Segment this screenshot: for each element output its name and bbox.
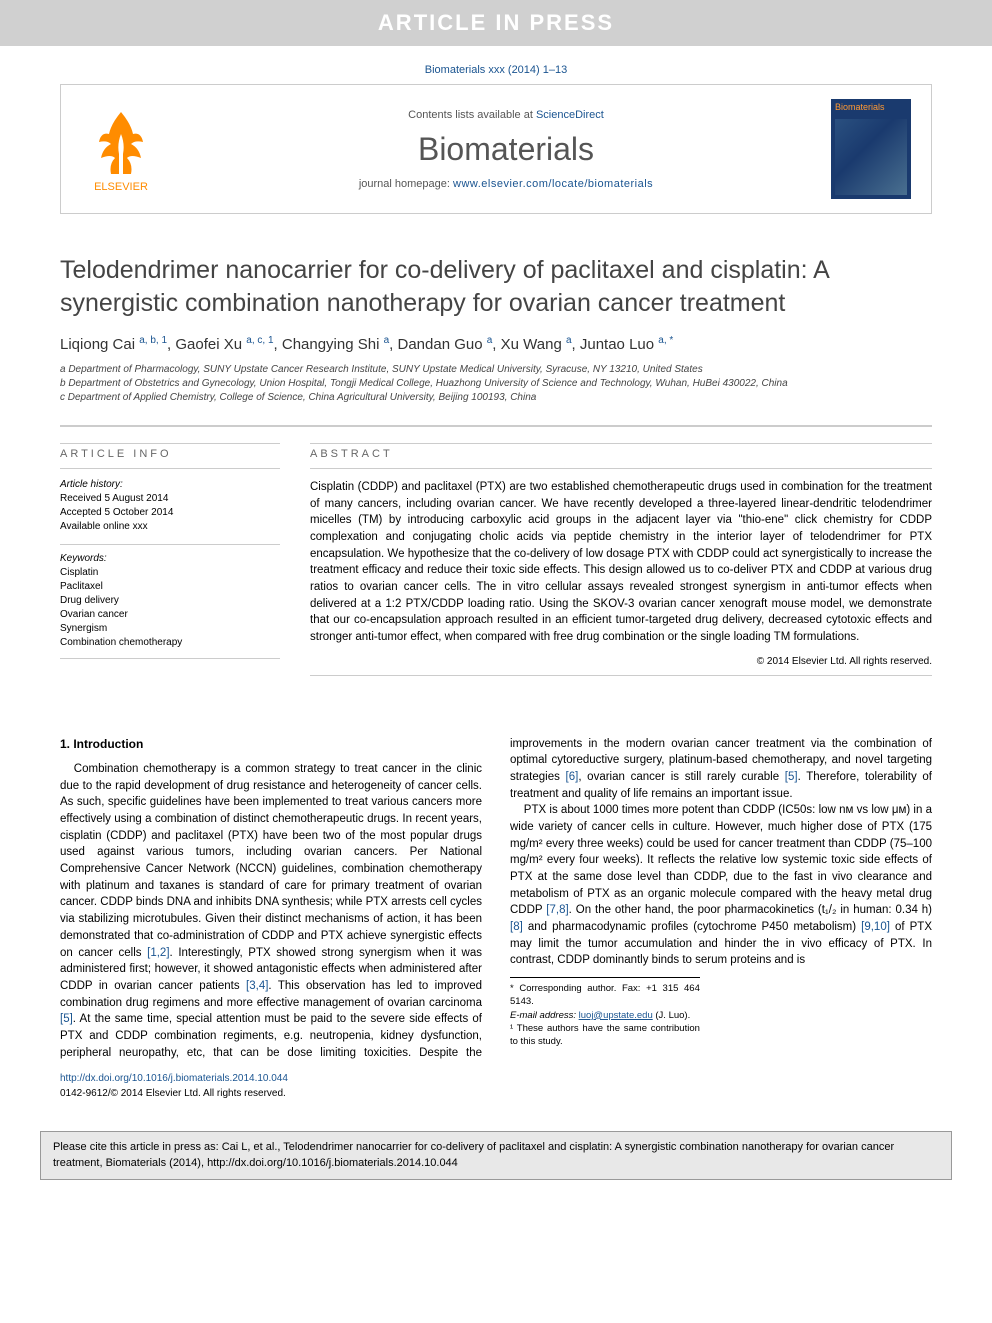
author: Liqiong Cai a, b, 1 xyxy=(60,336,167,353)
article-in-press-banner: ARTICLE IN PRESS xyxy=(0,0,992,46)
journal-cover-thumbnail: Biomaterials xyxy=(831,99,911,199)
contents-available-line: Contents lists available at ScienceDirec… xyxy=(181,109,831,121)
equal-contrib-note: ¹ These authors have the same contributi… xyxy=(510,1022,700,1049)
citation-ref[interactable]: [1,2] xyxy=(147,947,169,959)
keyword: Paclitaxel xyxy=(60,580,280,594)
author: Juntao Luo a, * xyxy=(580,336,673,353)
svg-text:ELSEVIER: ELSEVIER xyxy=(94,181,148,193)
footnotes: * Corresponding author. Fax: +1 315 464 … xyxy=(510,977,700,1048)
citation-ref[interactable]: [6] xyxy=(566,771,579,783)
doi-link[interactable]: http://dx.doi.org/10.1016/j.biomaterials… xyxy=(60,1073,288,1084)
author: Changying Shi a xyxy=(282,336,389,353)
top-citation: Biomaterials xxx (2014) 1–13 xyxy=(0,46,992,84)
journal-homepage-line: journal homepage: www.elsevier.com/locat… xyxy=(181,178,831,190)
article-info-panel: ARTICLE INFO Article history: Received 5… xyxy=(60,443,280,676)
keyword: Cisplatin xyxy=(60,566,280,580)
article-body: 1. Introduction Combination chemotherapy… xyxy=(60,736,932,1061)
history-label: Article history: xyxy=(60,479,280,490)
citation-ref[interactable]: [5] xyxy=(60,1013,73,1025)
abstract-panel: ABSTRACT Cisplatin (CDDP) and paclitaxel… xyxy=(310,443,932,676)
email-note: E-mail address: luoj@upstate.edu (J. Luo… xyxy=(510,1009,700,1022)
history-item: Accepted 5 October 2014 xyxy=(60,506,280,520)
journal-name: Biomaterials xyxy=(181,131,831,168)
elsevier-logo: ELSEVIER xyxy=(81,104,161,194)
keyword: Synergism xyxy=(60,622,280,636)
history-item: Received 5 August 2014 xyxy=(60,492,280,506)
body-paragraph: PTX is about 1000 times more potent than… xyxy=(510,802,932,969)
history-item: Available online xxx xyxy=(60,520,280,534)
keyword: Combination chemotherapy xyxy=(60,636,280,650)
author: Xu Wang a xyxy=(501,336,572,353)
article-title: Telodendrimer nanocarrier for co-deliver… xyxy=(60,254,932,319)
doi-block: http://dx.doi.org/10.1016/j.biomaterials… xyxy=(0,1061,992,1131)
author: Gaofei Xu a, c, 1 xyxy=(175,336,273,353)
citation-ref[interactable]: [5] xyxy=(785,771,798,783)
affiliations: a Department of Pharmacology, SUNY Upsta… xyxy=(60,363,932,405)
corresponding-email-link[interactable]: luoj@upstate.edu xyxy=(579,1010,653,1021)
keywords-label: Keywords: xyxy=(60,553,280,564)
journal-homepage-link[interactable]: www.elsevier.com/locate/biomaterials xyxy=(453,178,653,190)
cite-in-press-box: Please cite this article in press as: Ca… xyxy=(40,1131,952,1180)
affiliation: a Department of Pharmacology, SUNY Upsta… xyxy=(60,363,932,377)
abstract-text: Cisplatin (CDDP) and paclitaxel (PTX) ar… xyxy=(310,479,932,646)
author: Dandan Guo a xyxy=(398,336,493,353)
article-info-heading: ARTICLE INFO xyxy=(60,444,280,469)
abstract-heading: ABSTRACT xyxy=(310,444,932,469)
abstract-copyright: © 2014 Elsevier Ltd. All rights reserved… xyxy=(310,656,932,667)
citation-ref[interactable]: [3,4] xyxy=(246,980,268,992)
citation-ref[interactable]: [7,8] xyxy=(546,904,568,916)
citation-ref[interactable]: [9,10] xyxy=(861,921,890,933)
affiliation: c Department of Applied Chemistry, Colle… xyxy=(60,391,932,405)
author-list: Liqiong Cai a, b, 1, Gaofei Xu a, c, 1, … xyxy=(60,335,932,353)
citation-ref[interactable]: [8] xyxy=(510,921,523,933)
doi-copyright: 0142-9612/© 2014 Elsevier Ltd. All right… xyxy=(60,1088,286,1099)
keyword: Drug delivery xyxy=(60,594,280,608)
sciencedirect-link[interactable]: ScienceDirect xyxy=(536,109,604,121)
corresponding-author-note: * Corresponding author. Fax: +1 315 464 … xyxy=(510,982,700,1009)
affiliation: b Department of Obstetrics and Gynecolog… xyxy=(60,377,932,391)
section-heading: 1. Introduction xyxy=(60,736,482,753)
journal-masthead: ELSEVIER Contents lists available at Sci… xyxy=(60,84,932,214)
keyword: Ovarian cancer xyxy=(60,608,280,622)
